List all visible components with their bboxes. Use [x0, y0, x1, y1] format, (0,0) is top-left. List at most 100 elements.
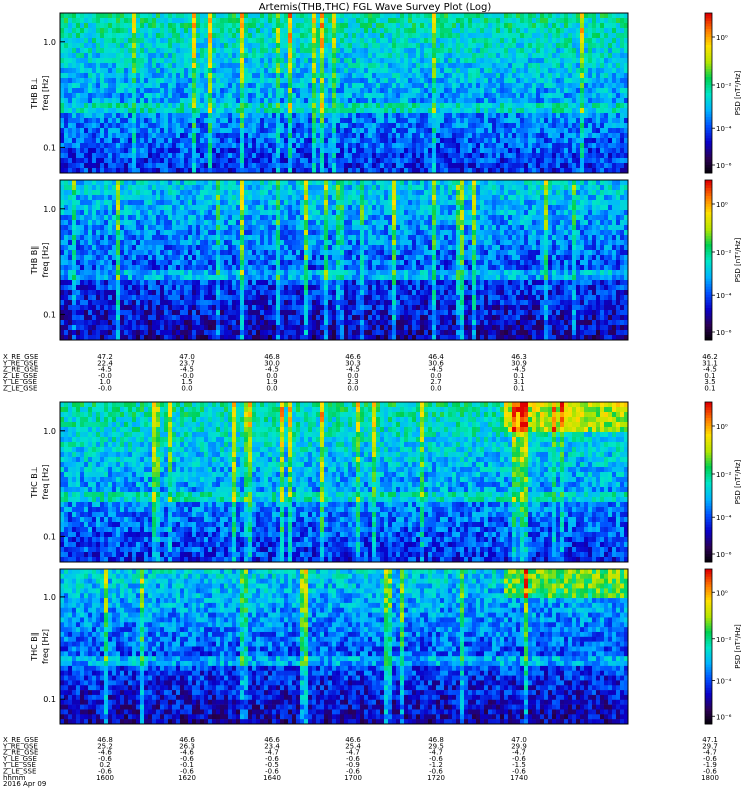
heatmap-cell: [88, 128, 93, 134]
heatmap-cell: [504, 128, 509, 134]
heatmap-cell: [84, 230, 89, 236]
heatmap-cell: [340, 43, 345, 49]
heatmap-cell: [172, 128, 177, 134]
heatmap-cell: [400, 118, 405, 124]
heatmap-cell: [500, 103, 505, 109]
heatmap-cell: [68, 83, 73, 89]
heatmap-cell: [616, 168, 621, 174]
heatmap-cell: [580, 108, 585, 114]
heatmap-cell: [540, 68, 545, 74]
heatmap-cell: [544, 158, 549, 164]
heatmap-cell: [288, 93, 293, 99]
heatmap-cell: [536, 58, 541, 64]
heatmap-cell: [124, 128, 129, 134]
heatmap-cell: [536, 68, 541, 74]
colorbar-segment: [705, 151, 712, 155]
heatmap-cell: [224, 23, 229, 29]
heatmap-cell: [312, 53, 317, 59]
heatmap-cell: [68, 200, 73, 206]
heatmap-cell: [360, 118, 365, 124]
heatmap-cell: [460, 33, 465, 39]
colorbar-segment: [705, 74, 712, 78]
heatmap-cell: [544, 153, 549, 159]
heatmap-cell: [256, 28, 261, 34]
heatmap-cell: [400, 68, 405, 74]
heatmap-cell: [136, 13, 141, 19]
heatmap-cell: [368, 128, 373, 134]
heatmap-cell: [268, 143, 273, 149]
heatmap-cell: [104, 83, 109, 89]
heatmap-cell: [72, 78, 77, 84]
heatmap-cell: [508, 153, 513, 159]
heatmap-cell: [100, 133, 105, 139]
colorbar-segment: [705, 95, 712, 99]
heatmap-cell: [136, 73, 141, 79]
heatmap-cell: [388, 118, 393, 124]
heatmap-cell: [164, 138, 169, 144]
heatmap-cell: [92, 275, 97, 281]
heatmap-cell: [324, 138, 329, 144]
heatmap-cell: [504, 28, 509, 34]
heatmap-cell: [564, 103, 569, 109]
heatmap-cell: [148, 113, 153, 119]
heatmap-cell: [172, 123, 177, 129]
heatmap-cell: [356, 73, 361, 79]
heatmap-cell: [76, 133, 81, 139]
heatmap-cell: [604, 88, 609, 94]
heatmap-cell: [400, 43, 405, 49]
heatmap-cell: [112, 43, 117, 49]
heatmap-cell: [72, 28, 77, 34]
heatmap-cell: [208, 18, 213, 24]
heatmap-cell: [80, 225, 85, 231]
heatmap-cell: [392, 68, 397, 74]
heatmap-cell: [364, 163, 369, 169]
heatmap-cell: [616, 143, 621, 149]
heatmap-cell: [264, 168, 269, 174]
heatmap-cell: [116, 33, 121, 39]
heatmap-cell: [568, 118, 573, 124]
heatmap-cell: [600, 63, 605, 69]
heatmap-cell: [236, 43, 241, 49]
heatmap-cell: [408, 133, 413, 139]
heatmap-cell: [460, 128, 465, 134]
heatmap-cell: [116, 18, 121, 24]
heatmap-cell: [584, 53, 589, 59]
heatmap-cell: [240, 113, 245, 119]
heatmap-cell: [64, 290, 69, 296]
heatmap-cell: [212, 83, 217, 89]
heatmap-cell: [592, 103, 597, 109]
heatmap-cell: [612, 68, 617, 74]
heatmap-cell: [416, 63, 421, 69]
heatmap-cell: [336, 133, 341, 139]
heatmap-cell: [328, 108, 333, 114]
heatmap-cell: [60, 280, 65, 286]
heatmap-cell: [296, 43, 301, 49]
heatmap-cell: [328, 48, 333, 54]
heatmap-cell: [392, 128, 397, 134]
heatmap-cell: [360, 143, 365, 149]
heatmap-cell: [404, 133, 409, 139]
heatmap-cell: [540, 53, 545, 59]
heatmap-cell: [592, 48, 597, 54]
heatmap-cell: [316, 58, 321, 64]
heatmap-cell: [404, 143, 409, 149]
panel-label: THB B⊥: [30, 77, 39, 109]
heatmap-cell: [180, 113, 185, 119]
heatmap-cell: [312, 83, 317, 89]
heatmap-cell: [160, 113, 165, 119]
heatmap-cell: [60, 103, 65, 109]
heatmap-cell: [80, 113, 85, 119]
heatmap-cell: [464, 103, 469, 109]
heatmap-cell: [68, 163, 73, 169]
heatmap-cell: [552, 78, 557, 84]
heatmap-cell: [540, 73, 545, 79]
heatmap-cell: [308, 93, 313, 99]
heatmap-cell: [452, 13, 457, 19]
heatmap-cell: [72, 93, 77, 99]
heatmap-cell: [516, 113, 521, 119]
heatmap-cell: [416, 143, 421, 149]
heatmap-cell: [160, 133, 165, 139]
heatmap-cell: [188, 148, 193, 154]
heatmap-cell: [176, 143, 181, 149]
heatmap-cell: [204, 168, 209, 174]
